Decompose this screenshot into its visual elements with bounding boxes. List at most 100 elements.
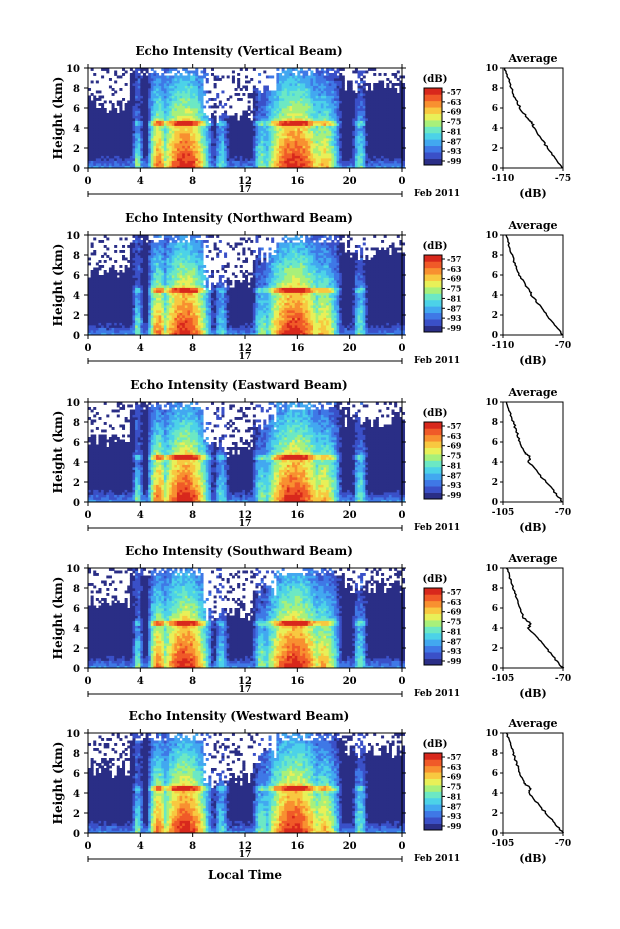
heatmap-cell: [174, 86, 177, 89]
heatmap-cell: [289, 98, 292, 101]
heatmap-cell: [371, 93, 374, 96]
heatmap-cell: [143, 146, 146, 149]
heatmap-cell: [373, 113, 376, 116]
heatmap-cell: [248, 126, 251, 129]
heatmap-cell: [117, 303, 120, 306]
heatmap-cell: [106, 320, 109, 323]
heatmap-cell: [224, 123, 227, 126]
heatmap-cell: [342, 113, 345, 116]
heatmap-cell: [135, 303, 138, 306]
heatmap-cell: [310, 163, 313, 166]
heatmap-cell: [261, 121, 264, 124]
heatmap-cell: [91, 303, 94, 306]
heatmap-cell: [282, 103, 285, 106]
heatmap-cell: [255, 103, 258, 106]
heatmap-cell: [156, 93, 159, 96]
heatmap-cell: [130, 255, 133, 258]
heatmap-cell: [295, 136, 298, 139]
heatmap-cell: [140, 330, 143, 333]
heatmap-cell: [331, 78, 334, 81]
heatmap-cell: [255, 123, 258, 126]
heatmap-cell: [91, 305, 94, 308]
heatmap-cell: [130, 123, 133, 126]
heatmap-cell: [347, 131, 350, 134]
heatmap-cell: [250, 143, 253, 146]
heatmap-cell: [334, 148, 337, 151]
heatmap-cell: [114, 315, 117, 318]
heatmap-cell: [130, 126, 133, 129]
heatmap-cell: [308, 153, 311, 156]
heatmap-cell: [214, 131, 217, 134]
heatmap-cell: [363, 93, 366, 96]
heatmap-cell: [104, 315, 107, 318]
heatmap-cell: [255, 143, 258, 146]
heatmap-cell: [91, 131, 94, 134]
heatmap-cell: [185, 123, 188, 126]
heatmap-cell: [112, 295, 115, 298]
heatmap-cell: [371, 131, 374, 134]
heatmap-cell: [347, 148, 350, 151]
heatmap-cell: [135, 293, 138, 296]
heatmap-cell: [344, 118, 347, 121]
heatmap-cell: [295, 153, 298, 156]
heatmap-cell: [211, 106, 214, 109]
heatmap-cell: [253, 131, 256, 134]
heatmap-cell: [342, 111, 345, 114]
heatmap-cell: [334, 71, 337, 74]
heatmap-cell: [240, 163, 243, 166]
heatmap-cell: [143, 313, 146, 316]
heatmap-cell: [276, 83, 279, 86]
heatmap-cell: [114, 260, 117, 263]
heatmap-cell: [143, 303, 146, 306]
heatmap-cell: [337, 93, 340, 96]
heatmap-cell: [297, 103, 300, 106]
heatmap-cell: [156, 148, 159, 151]
heatmap-cell: [130, 285, 133, 288]
heatmap-cell: [182, 146, 185, 149]
heatmap-cell: [271, 151, 274, 154]
heatmap-cell: [324, 113, 327, 116]
heatmap-cell: [365, 128, 368, 131]
heatmap-cell: [318, 83, 321, 86]
heatmap-cell: [146, 133, 149, 136]
heatmap-cell: [365, 163, 368, 166]
heatmap-cell: [101, 298, 104, 301]
heatmap-cell: [344, 133, 347, 136]
heatmap-cell: [386, 141, 389, 144]
heatmap-cell: [250, 151, 253, 154]
heatmap-cell: [146, 293, 149, 296]
heatmap-cell: [185, 113, 188, 116]
heatmap-cell: [91, 138, 94, 141]
heatmap-cell: [101, 156, 104, 159]
heatmap-cell: [221, 143, 224, 146]
heatmap-cell: [138, 133, 141, 136]
heatmap-cell: [91, 113, 94, 116]
heatmap-cell: [203, 133, 206, 136]
heatmap-cell: [305, 148, 308, 151]
heatmap-cell: [211, 156, 214, 159]
heatmap-cell: [119, 103, 122, 106]
heatmap-cell: [98, 310, 101, 313]
heatmap-cell: [363, 121, 366, 124]
heatmap-cell: [347, 151, 350, 154]
heatmap-cell: [130, 116, 133, 119]
heatmap-cell: [203, 106, 206, 109]
heatmap-cell: [193, 116, 196, 119]
heatmap-cell: [313, 148, 316, 151]
heatmap-cell: [164, 143, 167, 146]
heatmap-cell: [130, 298, 133, 301]
heatmap-cell: [98, 113, 101, 116]
heatmap-cell: [130, 290, 133, 293]
heatmap-cell: [224, 121, 227, 124]
heatmap-cell: [180, 98, 183, 101]
heatmap-cell: [269, 131, 272, 134]
heatmap-cell: [130, 131, 133, 134]
heatmap-cell: [146, 330, 149, 333]
heatmap-cell: [117, 163, 120, 166]
heatmap-cell: [339, 121, 342, 124]
heatmap-cell: [211, 151, 214, 154]
heatmap-cell: [143, 138, 146, 141]
heatmap-cell: [185, 128, 188, 131]
heatmap-cell: [125, 108, 128, 111]
heatmap-cell: [392, 138, 395, 141]
